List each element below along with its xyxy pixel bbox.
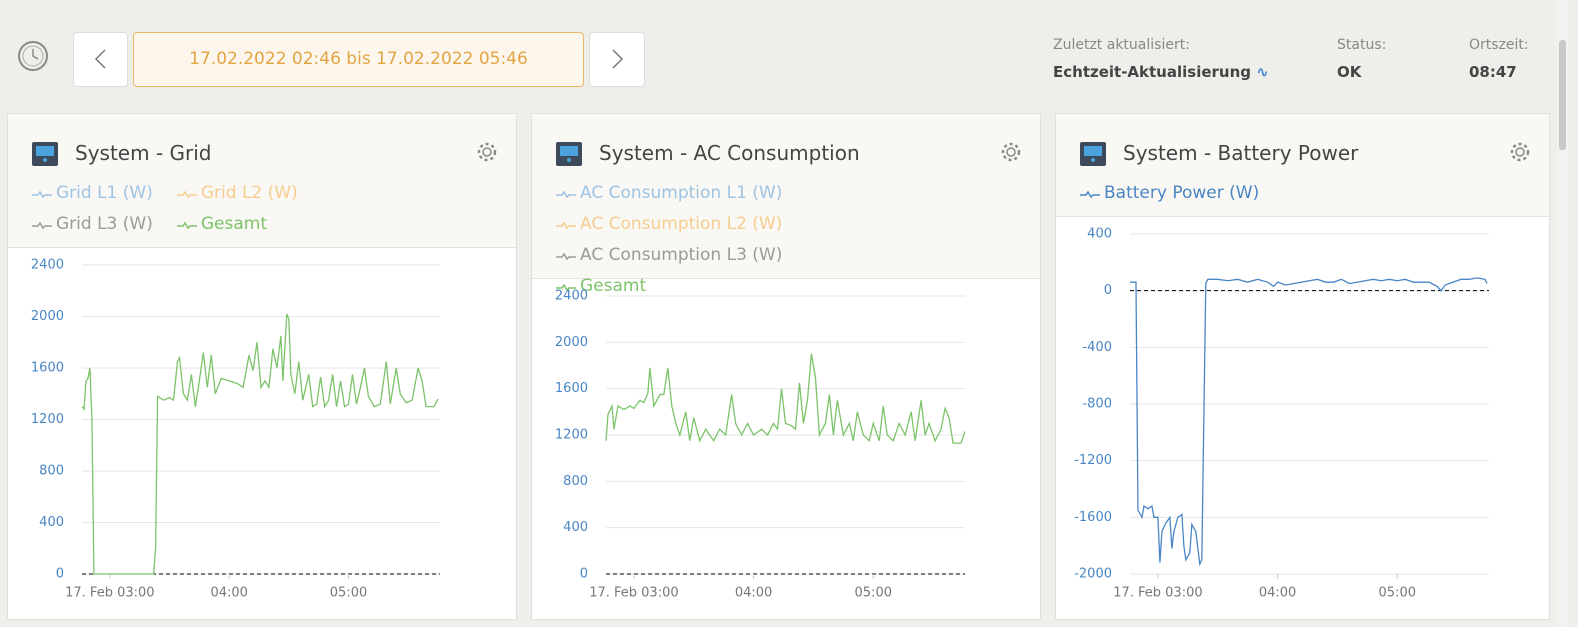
legend-item[interactable]: AC Consumption L1 (W) — [556, 178, 794, 209]
settings-icon[interactable] — [476, 141, 498, 163]
legend-label: AC Consumption L1 (W) — [580, 183, 783, 203]
legend-label: Grid L2 (W) — [200, 183, 298, 203]
legend-swatch — [176, 190, 197, 198]
legend-swatch — [556, 190, 576, 198]
updated-text: Echtzeit-Aktualisierung — [1053, 63, 1252, 81]
legend-swatch — [176, 221, 197, 229]
chart-panel: System - AC Consumption AC Consumption L1… — [531, 113, 1041, 620]
settings-icon[interactable] — [1000, 141, 1022, 163]
legend-swatch — [32, 190, 52, 198]
legend-label: Gesamt — [200, 214, 267, 234]
legend: Grid L1 (W) Grid L2 (W) Grid L3 (W) Gesamt — [32, 178, 432, 240]
scrollbar[interactable] — [1557, 0, 1568, 627]
legend-label: Grid L1 (W) — [56, 183, 153, 203]
settings-icon[interactable] — [1509, 141, 1531, 163]
panel-header: System - AC Consumption AC Consumption L1… — [532, 114, 1040, 296]
next-button[interactable] — [589, 32, 645, 87]
device-icon — [32, 142, 58, 166]
legend-item[interactable]: Gesamt — [176, 209, 279, 240]
legend-item[interactable]: AC Consumption L2 (W) — [556, 209, 794, 240]
panel-header: System - Grid Grid L1 (W) Grid L2 (W) Grid … — [8, 114, 516, 248]
chart-title: System - AC Consumption — [599, 141, 860, 165]
legend: Battery Power (W) — [1080, 178, 1480, 209]
panel-header: System - Battery Power Battery Power (W) — [1056, 114, 1549, 217]
clock-icon[interactable] — [17, 40, 49, 72]
legend-item[interactable]: AC Consumption L3 (W) — [556, 240, 794, 271]
legend-swatch — [1080, 190, 1100, 198]
time-label: Ortszeit: — [1469, 37, 1529, 53]
chart-panel: System - Battery Power Battery Power (W) — [1055, 113, 1550, 620]
prev-button[interactable] — [73, 32, 128, 87]
device-icon — [1080, 142, 1106, 166]
chart-title: System - Battery Power — [1123, 141, 1359, 165]
date-range[interactable]: 17.02.2022 02:46 bis 17.02.2022 05:46 — [133, 32, 584, 87]
legend-swatch — [556, 252, 576, 260]
legend-label: Gesamt — [580, 276, 647, 296]
legend-item[interactable]: Battery Power (W) — [1080, 178, 1271, 209]
status-value: OK — [1337, 63, 1362, 81]
time-value: 08:47 — [1469, 63, 1517, 81]
legend-swatch — [556, 221, 576, 229]
legend-item[interactable]: Grid L3 (W) — [32, 209, 165, 240]
legend-swatch — [556, 283, 576, 291]
chart-title: System - Grid — [75, 141, 212, 165]
legend-label: Battery Power (W) — [1104, 183, 1260, 203]
legend-item[interactable]: Grid L2 (W) — [176, 178, 310, 209]
legend-label: Grid L3 (W) — [56, 214, 153, 234]
legend-label: AC Consumption L2 (W) — [580, 214, 783, 234]
legend-item[interactable]: Grid L1 (W) — [32, 178, 165, 209]
legend-swatch — [32, 221, 52, 229]
status-label: Status: — [1337, 37, 1387, 53]
chart-panel: System - Grid Grid L1 (W) Grid L2 (W) Grid … — [7, 113, 517, 620]
legend-item[interactable]: Gesamt — [556, 271, 658, 302]
device-icon — [556, 142, 582, 166]
updated-label: Zuletzt aktualisiert: — [1053, 37, 1190, 53]
updated-value: Echtzeit-Aktualisierung ∿ — [1053, 63, 1269, 81]
legend-label: AC Consumption L3 (W) — [580, 245, 783, 265]
legend: AC Consumption L1 (W) AC Consumption L2 (… — [556, 178, 901, 302]
